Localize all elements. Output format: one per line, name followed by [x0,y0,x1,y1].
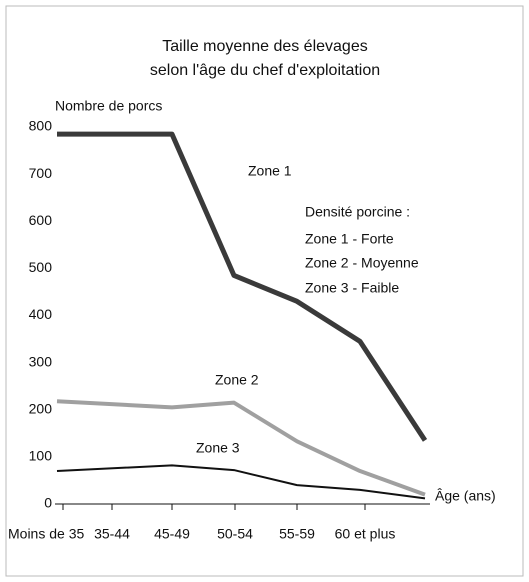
y-tick-label: 200 [29,400,53,416]
y-tick-label: 400 [29,306,53,322]
series-label: Zone 2 [215,372,259,388]
y-tick-label: 600 [29,212,53,228]
frame [5,5,524,577]
x-tick-label: Moins de 35 [8,526,84,542]
series-line [57,131,428,442]
y-tick-label: 500 [29,259,53,275]
y-tick-label: 300 [29,353,53,369]
x-tick-label: 50-54 [217,526,253,542]
x-tick-label: 60 et plus [335,526,396,542]
annotation: Densité porcine : [305,204,410,220]
series-label: Zone 3 [196,440,240,456]
x-tick-label: 55-59 [279,526,315,542]
annotation: Zone 1 - Forte [305,231,394,247]
chart-title: Taille moyenne des élevages [162,38,367,55]
y-tick-label: 0 [44,495,52,511]
annotation: Zone 3 - Faible [305,280,399,296]
annotation: Zone 2 - Moyenne [305,255,419,271]
x-tick-label: 35-44 [94,526,130,542]
x-tick-label: 45-49 [154,526,190,542]
y-tick-label: 100 [29,448,53,464]
series-line [56,399,426,497]
y-tick-label: 800 [29,118,53,134]
x-axis-label: Âge (ans) [435,488,496,504]
series-line [56,464,426,500]
series-label: Zone 1 [248,163,292,179]
y-tick-label: 700 [29,165,53,181]
y-axis-label: Nombre de porcs [55,98,162,114]
chart-title: selon l'âge du chef d'exploitation [150,62,380,79]
